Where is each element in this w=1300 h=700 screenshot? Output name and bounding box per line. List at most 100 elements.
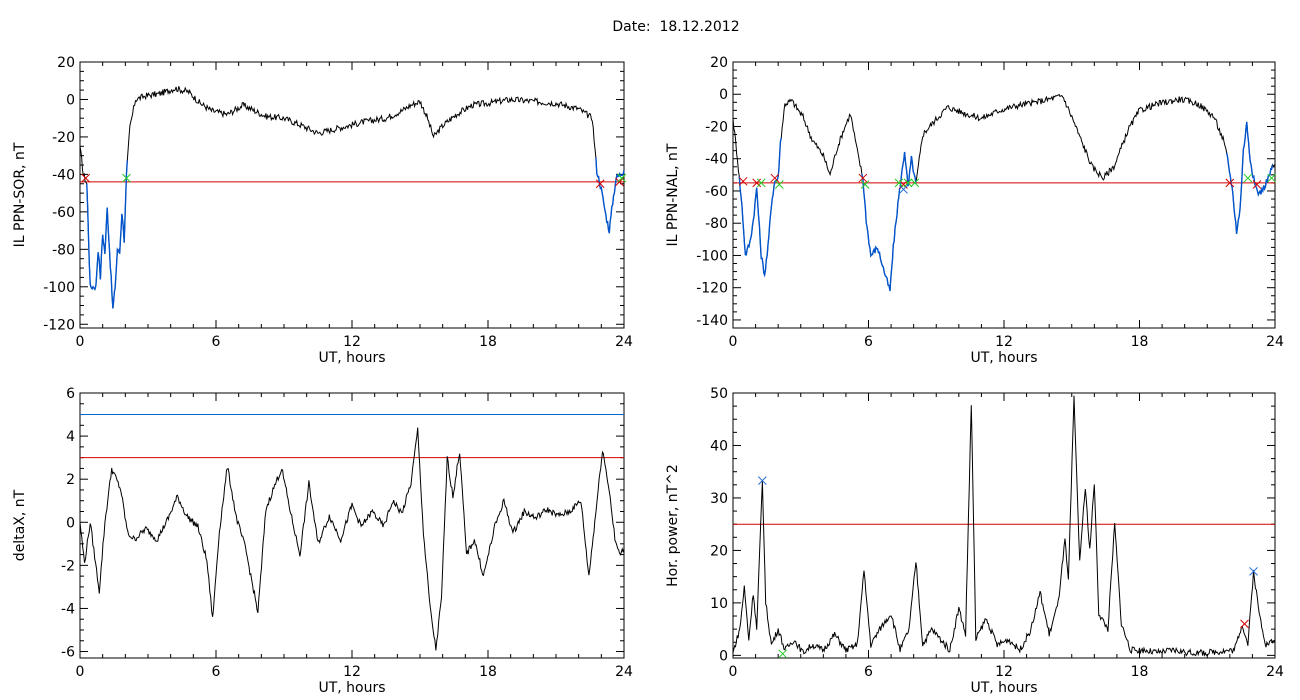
y-tick-label: -20 <box>705 119 728 135</box>
y-tick-label: -120 <box>43 317 75 333</box>
figure-title: Date: 18.12.2012 <box>612 19 740 35</box>
marker-red-x <box>1252 180 1262 189</box>
x-tick-label: 6 <box>212 664 221 680</box>
x-axis-label: UT, hours <box>318 680 385 696</box>
y-tick-label: -2 <box>61 558 75 574</box>
event-segment <box>1226 121 1274 234</box>
y-tick-label: -100 <box>43 280 75 296</box>
y-tick-label: 0 <box>66 92 75 108</box>
x-tick-label: 18 <box>479 334 497 350</box>
x-tick-label: 24 <box>615 334 633 350</box>
x-tick-label: 12 <box>995 334 1013 350</box>
y-tick-label: -40 <box>52 167 75 183</box>
x-axis-label: UT, hours <box>318 350 385 366</box>
plot-frame <box>732 61 1276 329</box>
y-tick-label: -4 <box>61 601 75 617</box>
panel-nal: 0 6 12 18 24 -140 -120 -100 -80 -60 -40 -20 0 20 UT, h… <box>665 55 1284 366</box>
marker-blue-x <box>758 476 767 485</box>
x-tick-label: 18 <box>1131 334 1149 350</box>
y-tick-label: -6 <box>61 645 75 661</box>
marker-red-x <box>752 178 762 188</box>
y-tick-label: 50 <box>710 386 728 402</box>
marker-red-x <box>858 173 868 183</box>
y-tick-label: 4 <box>66 429 75 445</box>
y-axis-label: IL PPN-NAL, nT <box>665 143 681 246</box>
y-tick-label: 10 <box>710 596 728 612</box>
y-tick-label: -120 <box>696 281 728 297</box>
y-tick-label: 20 <box>57 55 75 71</box>
y-tick-label: 20 <box>710 543 728 559</box>
y-tick-label: -140 <box>696 313 728 329</box>
event-segment <box>738 137 782 278</box>
marker-blue-x <box>899 185 908 194</box>
y-axis-label: Hor. power, nT^2 <box>665 464 681 587</box>
marker-green-x <box>122 173 131 183</box>
marker-green-x <box>617 173 627 183</box>
x-tick-label: 6 <box>864 334 873 350</box>
y-tick-label: 6 <box>66 386 75 402</box>
series-line <box>79 86 625 309</box>
marker-red-x <box>595 179 605 189</box>
plot-frame <box>79 61 625 329</box>
y-tick-label: 0 <box>719 87 728 103</box>
marker-green-x <box>860 180 870 189</box>
series-line <box>732 93 1276 292</box>
x-tick-label: 6 <box>864 664 873 680</box>
x-axis-label: UT, hours <box>970 350 1037 366</box>
plot-frame <box>79 392 625 659</box>
event-segment <box>595 157 625 234</box>
series-line <box>732 395 1276 657</box>
x-tick-label: 12 <box>995 664 1013 680</box>
marker-green-x <box>1243 173 1253 183</box>
y-tick-label: -20 <box>52 130 75 146</box>
y-tick-label: -60 <box>52 205 75 221</box>
x-tick-label: 24 <box>1266 664 1284 680</box>
plot-frame <box>732 392 1276 659</box>
y-tick-label: 20 <box>710 55 728 71</box>
x-tick-label: 0 <box>729 664 738 680</box>
series-line <box>79 427 625 651</box>
y-tick-label: -80 <box>52 242 75 258</box>
y-tick-label: -80 <box>705 216 728 232</box>
marker-green-x <box>778 649 788 659</box>
y-tick-label: -40 <box>705 152 728 168</box>
marker-green-x <box>1267 173 1276 183</box>
x-tick-label: 18 <box>479 664 497 680</box>
x-tick-label: 0 <box>729 334 738 350</box>
event-segment <box>861 151 917 292</box>
y-axis-label: deltaX, nT <box>12 489 28 561</box>
marker-green-x <box>910 178 920 188</box>
panel-power: 0 6 12 18 24 0 10 20 30 40 50 UT, hours Hor. power, … <box>665 386 1284 696</box>
marker-green-x <box>774 180 784 189</box>
panel-sor: 0 6 12 18 24 -120 -100 -80 -60 -40 -20 0 20 UT, hours… <box>12 55 633 366</box>
y-tick-label: 40 <box>710 438 728 454</box>
y-tick-label: -60 <box>705 184 728 200</box>
y-tick-label: 30 <box>710 491 728 507</box>
marker-red-x <box>770 173 780 183</box>
x-tick-label: 24 <box>1266 334 1284 350</box>
event-segment <box>86 160 128 309</box>
x-tick-label: 12 <box>343 664 361 680</box>
x-tick-label: 18 <box>1131 664 1149 680</box>
y-tick-label: -100 <box>696 248 728 264</box>
x-tick-label: 12 <box>343 334 361 350</box>
marker-red-x <box>738 176 748 186</box>
y-axis-label: IL PPN-SOR, nT <box>12 142 28 247</box>
x-tick-label: 0 <box>76 664 85 680</box>
marker-green-x <box>894 178 904 188</box>
marker-green-x <box>903 178 913 188</box>
marker-red-x <box>81 173 91 183</box>
marker-blue-x <box>1249 567 1258 576</box>
marker-green-x <box>756 178 766 188</box>
x-axis-label: UT, hours <box>970 680 1037 696</box>
y-tick-label: 0 <box>719 648 728 664</box>
y-tick-label: 2 <box>66 472 75 488</box>
x-tick-label: 24 <box>615 664 633 680</box>
marker-red-x <box>1225 178 1235 188</box>
y-tick-label: 0 <box>66 515 75 531</box>
x-tick-label: 6 <box>212 334 221 350</box>
marker-red-x <box>1240 619 1249 629</box>
x-tick-label: 0 <box>76 334 85 350</box>
